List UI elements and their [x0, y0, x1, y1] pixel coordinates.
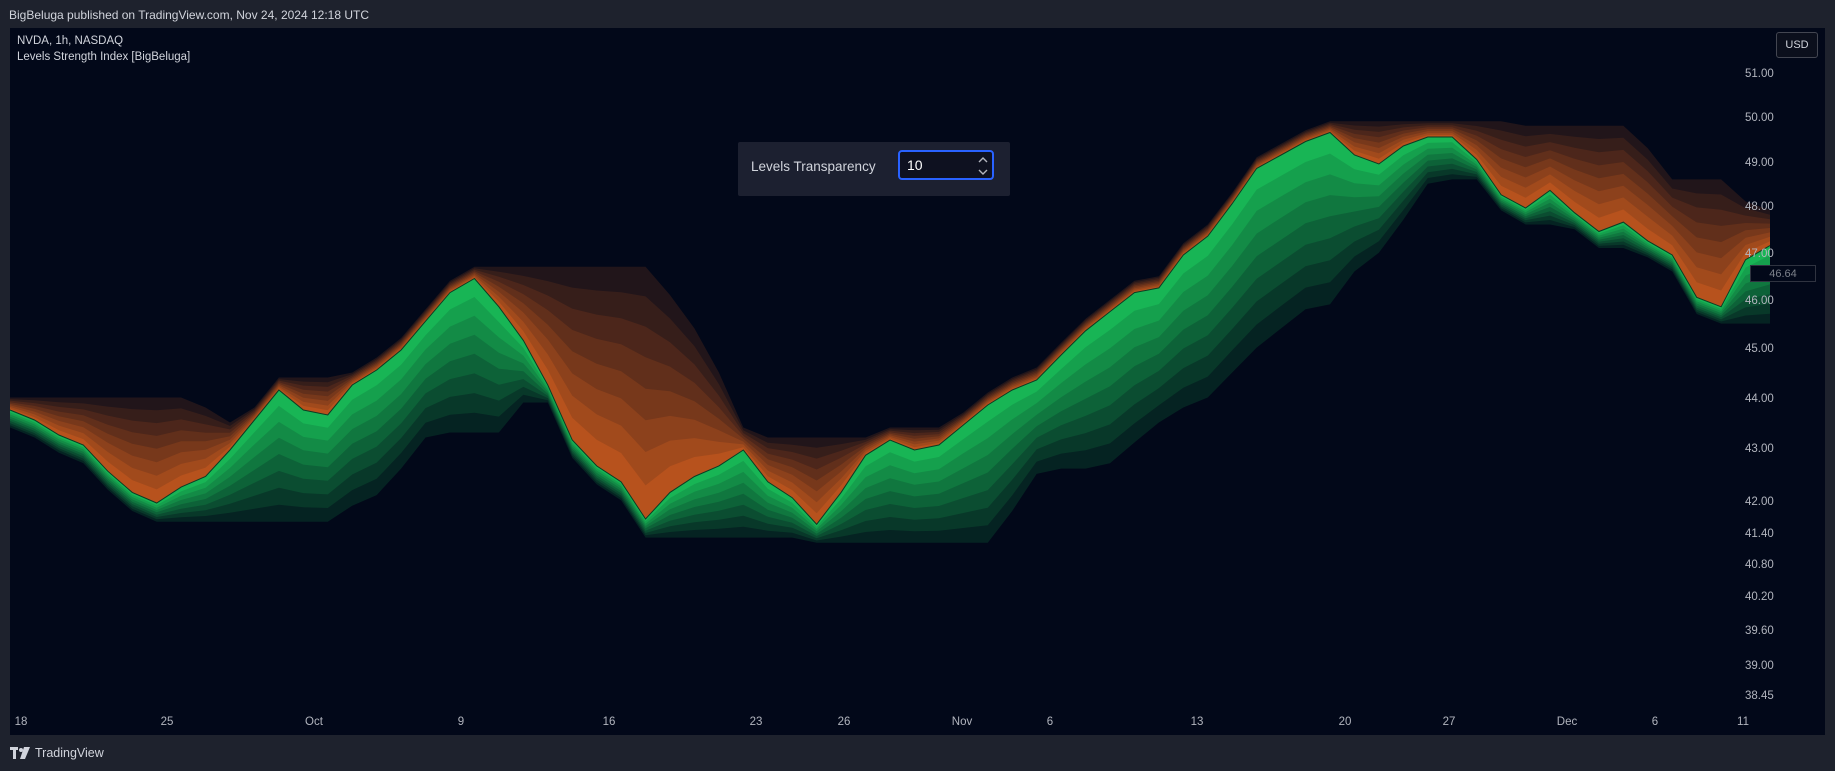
time-tick-label: Dec	[1556, 716, 1578, 728]
time-tick-label: 20	[1338, 716, 1352, 728]
price-tick-label: 43.00	[1745, 443, 1774, 455]
price-tick-label: 38.45	[1745, 690, 1774, 702]
price-tick-label: 42.00	[1745, 496, 1774, 508]
price-tick-label: 51.00	[1745, 68, 1774, 80]
levels-transparency-input[interactable]	[898, 150, 994, 180]
time-tick-label: 25	[160, 716, 174, 728]
price-tick-label: 49.00	[1745, 157, 1774, 169]
footer-bar	[0, 738, 1835, 771]
price-tick-label: 40.80	[1745, 559, 1774, 571]
bull-level-band	[10, 132, 1770, 536]
time-tick-label: 23	[749, 716, 763, 728]
time-tick-label: 11	[1737, 716, 1749, 728]
time-tick-label: 6	[1046, 716, 1054, 728]
top-bar: BigBeluga published on TradingView.com, …	[0, 0, 1835, 28]
price-tick-label: 39.00	[1745, 660, 1774, 672]
price-tick-label: 48.00	[1745, 201, 1774, 213]
price-tick-label: 40.20	[1745, 591, 1774, 603]
published-info: BigBeluga published on TradingView.com, …	[9, 8, 370, 22]
price-tick-label: 46.00	[1745, 295, 1774, 307]
levels-transparency-dialog: Levels Transparency	[738, 142, 1010, 196]
time-tick-label: 26	[837, 716, 851, 728]
price-tick-label: 39.60	[1745, 625, 1774, 637]
price-tick-label: 50.00	[1745, 112, 1774, 124]
price-tick-label: 47.00	[1745, 248, 1774, 260]
time-tick-label: 6	[1651, 716, 1659, 728]
price-tick-label: 45.00	[1745, 343, 1774, 355]
time-tick-label: Nov	[951, 716, 973, 728]
stepper-chevrons-icon[interactable]	[976, 154, 990, 178]
price-tick-label: 41.40	[1745, 528, 1774, 540]
tradingview-logo[interactable]: TradingView	[10, 745, 104, 761]
time-tick-label: 18	[14, 716, 28, 728]
time-tick-label: 16	[602, 716, 616, 728]
price-line	[9, 131, 1771, 526]
currency-button[interactable]: USD	[1776, 32, 1818, 58]
tradingview-brand: TradingView	[35, 746, 104, 760]
indicator-legend[interactable]: Levels Strength Index [BigBeluga]	[17, 51, 191, 63]
time-tick-label: 9	[457, 716, 465, 728]
last-price-label: 46.64	[1750, 265, 1816, 282]
symbol-legend[interactable]: NVDA, 1h, NASDAQ	[17, 35, 124, 47]
levels-transparency-label: Levels Transparency	[751, 159, 876, 174]
time-tick-label: Oct	[305, 716, 323, 728]
time-tick-label: 13	[1190, 716, 1204, 728]
time-tick-label: 27	[1442, 716, 1456, 728]
price-tick-label: 44.00	[1745, 393, 1774, 405]
tradingview-logo-icon	[10, 747, 30, 759]
bull-level-band	[10, 132, 1770, 527]
